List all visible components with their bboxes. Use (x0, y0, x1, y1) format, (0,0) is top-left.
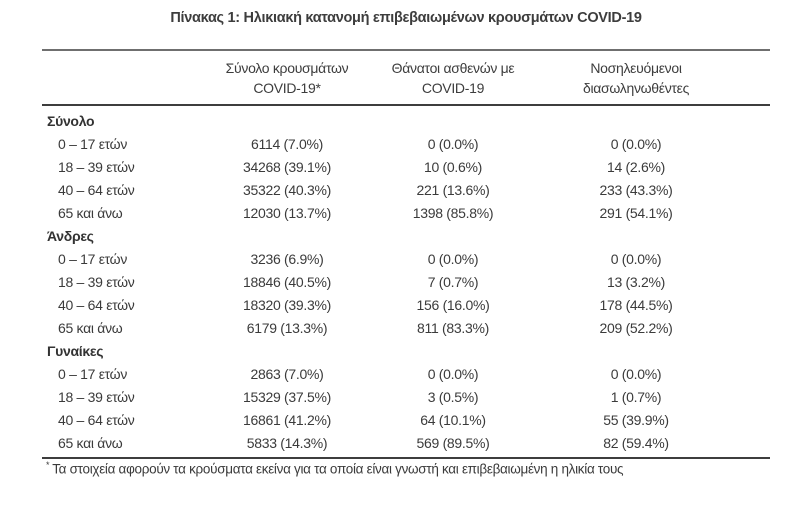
cell-deaths: 569 (89.5%) (416, 435, 490, 451)
cell-cases: 34268 (39.1%) (243, 159, 331, 175)
cell-cases: 15329 (37.5%) (243, 389, 331, 405)
row-label: 18 – 39 ετών (58, 159, 135, 175)
row-label: 0 – 17 ετών (58, 251, 128, 267)
row-label: 40 – 64 ετών (58, 412, 135, 428)
cell-cases: 6114 (7.0%) (251, 136, 323, 152)
footnote-asterisk: * (46, 460, 50, 470)
cell-intubated: 233 (43.3%) (599, 182, 673, 198)
column-header-line: διασωληνωθέντες (582, 80, 690, 96)
table-title: Πίνακας 1: Ηλικιακή κατανομή επιβεβαιωμέ… (170, 10, 642, 26)
table-row: 0 – 17 ετών 3236 (6.9%) 0 (0.0%) 0 (0.0%… (42, 248, 770, 271)
cell-deaths: 156 (16.0%) (416, 297, 490, 313)
table-row: 0 – 17 ετών 6114 (7.0%) 0 (0.0%) 0 (0.0%… (42, 133, 770, 156)
cell-deaths: 0 (0.0%) (427, 251, 479, 267)
row-label: 40 – 64 ετών (58, 297, 135, 313)
column-header-deaths: Θάνατοι ασθενών με COVID-19 (372, 58, 534, 98)
cell-deaths: 221 (13.6%) (416, 182, 490, 198)
table-header-row: Σύνολο κρουσμάτων COVID-19* Θάνατοι ασθε… (42, 49, 770, 106)
row-label: 65 και άνω (58, 320, 123, 336)
row-spacer (738, 202, 770, 225)
table-row: 18 – 39 ετών 34268 (39.1%) 10 (0.6%) 14 … (42, 156, 770, 179)
cell-deaths: 10 (0.6%) (424, 159, 482, 175)
cell-cases: 12030 (13.7%) (243, 205, 331, 221)
cell-intubated: 14 (2.6%) (607, 159, 665, 175)
cell-intubated: 0 (0.0%) (610, 136, 662, 152)
cell-intubated: 55 (39.9%) (603, 412, 669, 428)
cell-intubated: 291 (54.1%) (599, 205, 673, 221)
column-header-line: Θάνατοι ασθενών με (391, 60, 515, 76)
table-row: 65 και άνω 6179 (13.3%) 811 (83.3%) 209 … (42, 317, 770, 340)
cell-deaths: 7 (0.7%) (427, 274, 479, 290)
column-header-intubated: Νοσηλευόμενοι διασωληνωθέντες (534, 58, 738, 98)
cell-cases: 18320 (39.3%) (243, 297, 331, 313)
cell-deaths: 64 (10.1%) (420, 412, 486, 428)
cell-deaths: 0 (0.0%) (427, 366, 479, 382)
section-heading-men: Άνδρες (47, 228, 94, 244)
row-label: 18 – 39 ετών (58, 274, 135, 290)
row-spacer (738, 432, 770, 455)
table-row: 40 – 64 ετών 35322 (40.3%) 221 (13.6%) 2… (42, 179, 770, 202)
cell-intubated: 209 (52.2%) (599, 320, 673, 336)
cell-intubated: 82 (59.4%) (603, 435, 669, 451)
row-label: 40 – 64 ετών (58, 182, 135, 198)
row-spacer (738, 179, 770, 202)
section-heading-women: Γυναίκες (47, 343, 104, 359)
table-body: Σύνολο 0 – 17 ετών 6114 (7.0%) 0 (0.0%) … (42, 106, 770, 459)
table-row: 65 και άνω 5833 (14.3%) 569 (89.5%) 82 (… (42, 432, 770, 455)
covid-age-table: Σύνολο κρουσμάτων COVID-19* Θάνατοι ασθε… (42, 49, 770, 459)
row-spacer (738, 386, 770, 409)
table-footnote: * Τα στοιχεία αφορούν τα κρούσματα εκείνα… (46, 460, 776, 477)
cell-cases: 3236 (6.9%) (250, 251, 324, 267)
table-row: 18 – 39 ετών 18846 (40.5%) 7 (0.7%) 13 (… (42, 271, 770, 294)
column-header-line: COVID-19* (253, 80, 321, 96)
row-spacer (738, 294, 770, 317)
cell-cases: 35322 (40.3%) (243, 182, 331, 198)
table-row: 65 και άνω 12030 (13.7%) 1398 (85.8%) 29… (42, 202, 770, 225)
cell-deaths: 1398 (85.8%) (412, 205, 494, 221)
table-row: 0 – 17 ετών 2863 (7.0%) 0 (0.0%) 0 (0.0%… (42, 363, 770, 386)
section-heading-total: Σύνολο (47, 113, 95, 129)
row-label: 65 και άνω (58, 205, 123, 221)
cell-cases: 6179 (13.3%) (246, 320, 328, 336)
row-spacer (738, 363, 770, 386)
row-spacer (738, 409, 770, 432)
cell-cases: 2863 (7.0%) (250, 366, 324, 382)
cell-cases: 18846 (40.5%) (243, 274, 331, 290)
cell-cases: 16861 (41.2%) (243, 412, 331, 428)
table-row: 40 – 64 ετών 18320 (39.3%) 156 (16.0%) 1… (42, 294, 770, 317)
column-header-line: COVID-19 (421, 80, 485, 96)
row-label: 0 – 17 ετών (58, 136, 128, 152)
cell-deaths: 3 (0.5%) (427, 389, 479, 405)
row-spacer (738, 271, 770, 294)
row-spacer (738, 156, 770, 179)
row-spacer (738, 133, 770, 156)
header-spacer (42, 58, 202, 98)
table-row: 18 – 39 ετών 15329 (37.5%) 3 (0.5%) 1 (0… (42, 386, 770, 409)
cell-intubated: 0 (0.0%) (610, 366, 662, 382)
cell-intubated: 13 (3.2%) (607, 274, 665, 290)
cell-intubated: 1 (0.7%) (610, 389, 662, 405)
row-spacer (738, 248, 770, 271)
row-spacer (738, 317, 770, 340)
header-spacer (738, 58, 770, 98)
column-header-line: Σύνολο κρουσμάτων (225, 60, 349, 76)
footnote-text: Τα στοιχεία αφορούν τα κρούσματα εκείνα … (52, 461, 624, 477)
cell-intubated: 0 (0.0%) (610, 251, 662, 267)
cell-intubated: 178 (44.5%) (599, 297, 673, 313)
cell-deaths: 811 (83.3%) (417, 320, 489, 336)
cell-cases: 5833 (14.3%) (246, 435, 328, 451)
column-header-line: Νοσηλευόμενοι (590, 60, 682, 76)
column-header-total-cases: Σύνολο κρουσμάτων COVID-19* (202, 58, 372, 98)
cell-deaths: 0 (0.0%) (427, 136, 479, 152)
row-label: 18 – 39 ετών (58, 389, 135, 405)
table-row: 40 – 64 ετών 16861 (41.2%) 64 (10.1%) 55… (42, 409, 770, 432)
row-label: 65 και άνω (58, 435, 123, 451)
row-label: 0 – 17 ετών (58, 366, 128, 382)
